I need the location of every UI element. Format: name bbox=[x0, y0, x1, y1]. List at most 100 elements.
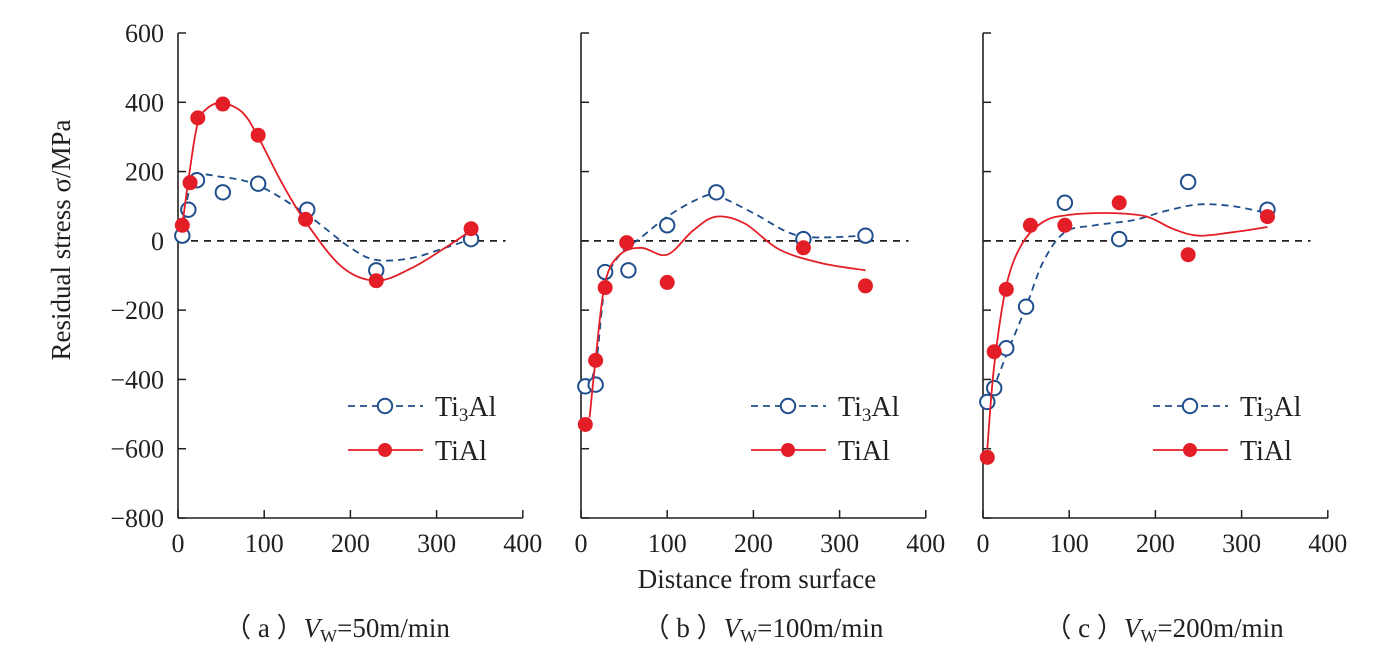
tial-data-point bbox=[1259, 209, 1275, 225]
caption-variable: V bbox=[1124, 613, 1144, 643]
legend-ti3al-marker bbox=[1181, 397, 1199, 415]
legend-ti3al-label: Ti3Al bbox=[1240, 392, 1302, 426]
tial-data-point bbox=[182, 175, 198, 191]
x-tick-label: 0 bbox=[172, 529, 185, 558]
caption-value: =100m/min bbox=[757, 613, 884, 643]
legend-ti3al-marker bbox=[779, 397, 797, 415]
tial-data-point bbox=[250, 127, 266, 143]
caption-prefix: （ a ） bbox=[224, 613, 303, 643]
ti3al-data-point bbox=[659, 217, 676, 234]
tial-data-point bbox=[588, 352, 604, 368]
panel-a: 600 400 200 0 −200 −400 −600 −800 0 100 200 300 400 T… bbox=[110, 19, 542, 646]
tial-data-point bbox=[298, 211, 314, 227]
ti3al-data-point bbox=[986, 379, 1003, 397]
legend-tial-marker bbox=[781, 443, 795, 457]
tial-data-point bbox=[174, 217, 190, 233]
y-tick-label: 200 bbox=[125, 158, 164, 187]
legend-tial-marker bbox=[378, 443, 392, 457]
x-tick-label: 300 bbox=[820, 529, 859, 558]
legend-ti3al-suffix: Al bbox=[871, 392, 899, 423]
x-tick-label: 400 bbox=[503, 529, 542, 558]
legend-tial-label: TiAl bbox=[838, 436, 890, 467]
ti3al-data-point bbox=[1056, 194, 1074, 211]
legend-tial-label: TiAl bbox=[435, 436, 487, 467]
ti3al-data-point bbox=[1017, 298, 1035, 315]
y-tick-label: −200 bbox=[110, 296, 164, 325]
panel-caption: （ a ）VW=50m/min bbox=[224, 613, 450, 646]
legend-ti3al-label: Ti3Al bbox=[838, 392, 900, 426]
ti3al-data-point bbox=[620, 262, 637, 279]
legend-ti3al-marker bbox=[376, 397, 394, 415]
x-axis-label: Distance from surface bbox=[638, 564, 876, 594]
legend-ti3al-label: Ti3Al bbox=[435, 392, 497, 426]
ti3al-data-point bbox=[587, 376, 604, 393]
ti3al-data-point bbox=[249, 175, 267, 192]
ti3al-data-point bbox=[979, 393, 996, 411]
tial-data-point bbox=[795, 240, 811, 256]
legend-ti3al-suffix: Al bbox=[1273, 392, 1301, 423]
y-tick-label: −400 bbox=[110, 365, 164, 394]
tial-data-point bbox=[998, 281, 1014, 297]
legend-ti3al-subscript: 3 bbox=[1264, 405, 1274, 426]
y-tick-label: 400 bbox=[125, 88, 164, 117]
legend-ti3al-prefix: Ti bbox=[1240, 392, 1264, 423]
legend-ti3al-subscript: 3 bbox=[459, 405, 469, 426]
ti3al-fit-curve bbox=[584, 193, 866, 387]
tial-data-point bbox=[1022, 217, 1038, 233]
caption-variable: V bbox=[724, 613, 744, 643]
tial-data-point bbox=[190, 110, 206, 126]
caption-variable: V bbox=[304, 613, 324, 643]
x-tick-label: 400 bbox=[1308, 529, 1347, 558]
ti3al-fit-curve bbox=[986, 203, 1268, 403]
caption-subscript: W bbox=[740, 626, 757, 646]
x-tick-label: 300 bbox=[417, 529, 456, 558]
y-tick-label: 600 bbox=[125, 19, 164, 48]
tial-data-point bbox=[1057, 217, 1073, 233]
legend-ti3al-prefix: Ti bbox=[838, 392, 862, 423]
tial-data-point bbox=[857, 278, 873, 294]
caption-value: =200m/min bbox=[1157, 613, 1284, 643]
y-tick-label: −600 bbox=[110, 435, 164, 464]
x-tick-label: 0 bbox=[575, 529, 588, 558]
x-tick-label: 200 bbox=[734, 529, 773, 558]
y-axis-label: Residual stress σ/MPa bbox=[46, 119, 76, 360]
tial-data-point bbox=[986, 344, 1002, 360]
x-tick-label: 100 bbox=[648, 529, 687, 558]
caption-prefix: （ b ） bbox=[643, 613, 724, 643]
x-tick-label: 100 bbox=[245, 529, 284, 558]
tial-data-point bbox=[659, 274, 675, 290]
tial-data-point bbox=[1111, 195, 1127, 211]
tial-data-point bbox=[979, 449, 995, 465]
ti3al-data-point bbox=[1179, 173, 1197, 191]
tial-fit-curve bbox=[986, 212, 1268, 449]
caption-subscript: W bbox=[1140, 626, 1157, 646]
ti3al-data-point bbox=[857, 227, 874, 244]
x-tick-label: 200 bbox=[1136, 529, 1175, 558]
x-tick-label: 0 bbox=[977, 529, 990, 558]
x-tick-label: 300 bbox=[1222, 529, 1261, 558]
legend-ti3al-prefix: Ti bbox=[435, 392, 459, 423]
ti3al-data-point bbox=[1110, 230, 1128, 248]
x-tick-label: 400 bbox=[906, 529, 945, 558]
tial-data-point bbox=[463, 221, 479, 237]
tial-data-point bbox=[619, 235, 635, 251]
tial-data-point bbox=[597, 280, 613, 296]
panel-caption: （ b ）VW=100m/min bbox=[643, 613, 884, 646]
caption-value: =50m/min bbox=[337, 613, 450, 643]
legend-tial-label: TiAl bbox=[1240, 436, 1292, 467]
legend-tial-marker bbox=[1183, 443, 1197, 457]
ti3al-data-point bbox=[708, 184, 725, 201]
caption-prefix: （ c ） bbox=[1044, 613, 1123, 643]
x-tick-label: 200 bbox=[331, 529, 370, 558]
legend-ti3al-subscript: 3 bbox=[862, 405, 872, 426]
legend-ti3al-suffix: Al bbox=[468, 392, 496, 423]
ti3al-data-point bbox=[214, 184, 232, 201]
y-tick-label: −800 bbox=[110, 504, 164, 533]
caption-subscript: W bbox=[320, 626, 337, 646]
x-tick-label: 100 bbox=[1050, 529, 1089, 558]
y-tick-label: 0 bbox=[151, 227, 164, 256]
panel-caption: （ c ）VW=200m/min bbox=[1044, 613, 1284, 646]
